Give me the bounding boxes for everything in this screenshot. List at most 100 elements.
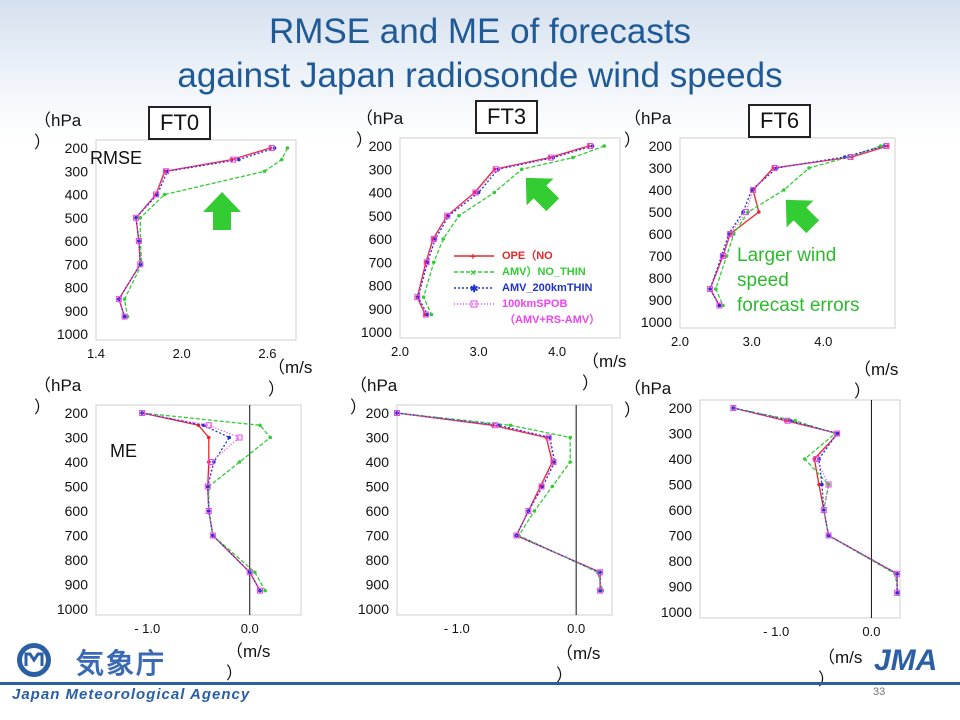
plot-frame-me_ft0 <box>95 404 302 616</box>
legend-label-nothin: AMV）NO_THIN <box>502 266 586 278</box>
point-me_ft0-200kmthin-400 <box>212 460 216 464</box>
point-rmse_ft0-100kmspob-500 <box>133 214 139 221</box>
y-tick-me_ft3-5: 700 <box>366 528 390 544</box>
point-me_ft6-ope-700 <box>826 533 831 538</box>
series-line-rmse_ft0-ope <box>118 147 271 317</box>
ms-label-5: （m/s） <box>556 644 601 685</box>
annotation-note: Larger wind speed forecast errors <box>737 243 859 318</box>
point-rmse_ft6-ope-500 <box>757 210 761 214</box>
y-tick-rmse_ft3-5: 700 <box>369 254 393 270</box>
point-rmse_ft6-ope-600 <box>728 232 732 236</box>
legend-label-spob: 100kmSPOB <box>502 298 568 310</box>
point-me_ft6-no_thin-200 <box>731 406 736 410</box>
point-rmse_ft0-100kmspob-300 <box>163 168 169 175</box>
x-tick-rmse_ft6-2: 4.0 <box>814 334 832 349</box>
series-line-rmse_ft0-200kmthin <box>118 147 275 317</box>
point-me_ft3-100kmspob-600 <box>525 508 532 514</box>
hpa-label-1: （hPa） <box>34 111 82 152</box>
point-me_ft3-ope-250 <box>490 423 495 428</box>
point-rmse_ft6-100kmspob-300 <box>771 165 778 171</box>
y-tick-rmse_ft6-4: 600 <box>649 226 673 242</box>
point-me_ft6-ope-500 <box>817 482 821 487</box>
point-me_ft3-200kmthin-850 <box>598 570 602 575</box>
point-rmse_ft6-100kmspob-925 <box>716 302 723 309</box>
point-me_ft6-ope-925 <box>895 591 899 595</box>
point-rmse_ft0-100kmspob-925 <box>121 313 128 320</box>
point-rmse_ft3-100kmspob-850 <box>414 294 421 301</box>
series-line-me_ft0-200kmthin <box>141 412 261 591</box>
point-me_ft0-100kmspob-700 <box>209 532 216 539</box>
point-rmse_ft3-ope-500 <box>445 213 449 218</box>
point-rmse_ft6-no_thin-300 <box>807 166 811 170</box>
point-me_ft0-no_thin-925 <box>263 588 267 593</box>
y-tick-rmse_ft6-3: 500 <box>649 204 673 220</box>
point-rmse_ft0-200kmthin-500 <box>134 215 138 220</box>
point-rmse_ft6-no_thin-200 <box>878 144 883 148</box>
point-rmse_ft0-no_thin-500 <box>138 215 143 220</box>
x-tick-me_ft3-1: 0.0 <box>567 621 585 636</box>
point-rmse_ft0-no_thin-925 <box>125 314 130 319</box>
point-rmse_ft3-100kmspob-300 <box>492 166 499 173</box>
plot-frame-rmse_ft0 <box>95 139 297 341</box>
ms-label-4: （m/s） <box>226 642 271 683</box>
x-tick-rmse_ft0-0: 1.4 <box>87 346 105 361</box>
point-rmse_ft6-100kmspob-850 <box>707 286 714 292</box>
x-tick-me_ft6-0: - 1.0 <box>763 624 789 639</box>
point-rmse_ft6-200kmthin-500 <box>741 210 745 214</box>
point-me_ft0-ope-400 <box>206 460 211 464</box>
slide-title: RMSE and ME of forecasts against Japan r… <box>0 10 960 98</box>
point-me_ft6-ope-200 <box>731 406 736 410</box>
annotation-line3: forecast errors <box>737 295 860 316</box>
series-line-me_ft6-200kmthin <box>733 407 898 593</box>
point-me_ft0-ope-200 <box>140 411 144 415</box>
series-line-me_ft3-200kmthin <box>396 412 601 591</box>
point-rmse_ft0-200kmthin-850 <box>117 297 121 301</box>
y-tick-rmse_ft6-7: 900 <box>649 292 673 308</box>
point-me_ft0-no_thin-600 <box>206 509 211 513</box>
point-rmse_ft3-no_thin-600 <box>441 237 446 241</box>
y-tick-me_ft6-0: 200 <box>669 400 693 416</box>
footer-rule <box>0 682 960 685</box>
point-rmse_ft6-200kmthin-300 <box>774 166 779 170</box>
point-rmse_ft0-ope-250 <box>229 157 234 162</box>
point-me_ft0-100kmspob-850 <box>246 569 253 576</box>
point-me_ft3-ope-850 <box>598 570 602 575</box>
point-rmse_ft0-100kmspob-250 <box>230 156 237 163</box>
point-me_ft6-100kmspob-700 <box>825 532 832 539</box>
point-rmse_ft3-no_thin-200 <box>602 144 607 148</box>
point-rmse_ft0-no_thin-600 <box>138 239 143 243</box>
point-rmse_ft0-ope-400 <box>154 192 158 197</box>
hpa-label-4: （hPa） <box>34 376 82 417</box>
legend-label-ope: OPE（NO <box>502 250 553 262</box>
point-rmse_ft3-200kmthin-700 <box>425 260 430 265</box>
point-me_ft3-ope-925 <box>598 588 602 593</box>
point-me_ft3-no_thin-300 <box>568 435 572 440</box>
point-rmse_ft0-200kmthin-400 <box>155 192 160 197</box>
point-me_ft6-ope-850 <box>895 571 899 576</box>
point-rmse_ft6-ope-300 <box>771 166 775 170</box>
point-me_ft6-no_thin-850 <box>893 571 898 576</box>
point-me_ft6-no_thin-700 <box>826 533 831 538</box>
point-me_ft3-ope-700 <box>514 533 519 538</box>
y-tick-me_ft0-1: 300 <box>65 430 89 446</box>
point-me_ft6-100kmspob-925 <box>894 589 901 596</box>
point-rmse_ft6-ope-200 <box>886 144 890 148</box>
point-me_ft6-ope-600 <box>822 508 826 512</box>
point-rmse_ft6-no_thin-700 <box>724 254 729 258</box>
point-me_ft0-no_thin-400 <box>237 460 242 464</box>
point-me_ft0-no_thin-500 <box>206 484 211 489</box>
point-me_ft6-100kmspob-600 <box>820 507 827 513</box>
point-me_ft0-ope-500 <box>205 484 210 489</box>
point-me_ft6-200kmthin-925 <box>895 591 899 595</box>
svg-text:+: + <box>470 252 476 261</box>
y-tick-me_ft6-8: 1000 <box>661 604 692 620</box>
point-me_ft3-no_thin-850 <box>595 570 600 575</box>
point-rmse_ft3-ope-400 <box>472 190 477 195</box>
y-tick-me_ft0-7: 900 <box>65 577 89 593</box>
point-me_ft3-no_thin-250 <box>508 423 513 428</box>
point-rmse_ft3-200kmthin-400 <box>476 190 481 195</box>
point-rmse_ft3-200kmthin-500 <box>446 213 451 218</box>
ms-label-2: （m/s） <box>582 352 627 393</box>
y-tick-rmse_ft3-2: 400 <box>369 185 393 201</box>
y-tick-rmse_ft0-7: 900 <box>65 303 89 319</box>
